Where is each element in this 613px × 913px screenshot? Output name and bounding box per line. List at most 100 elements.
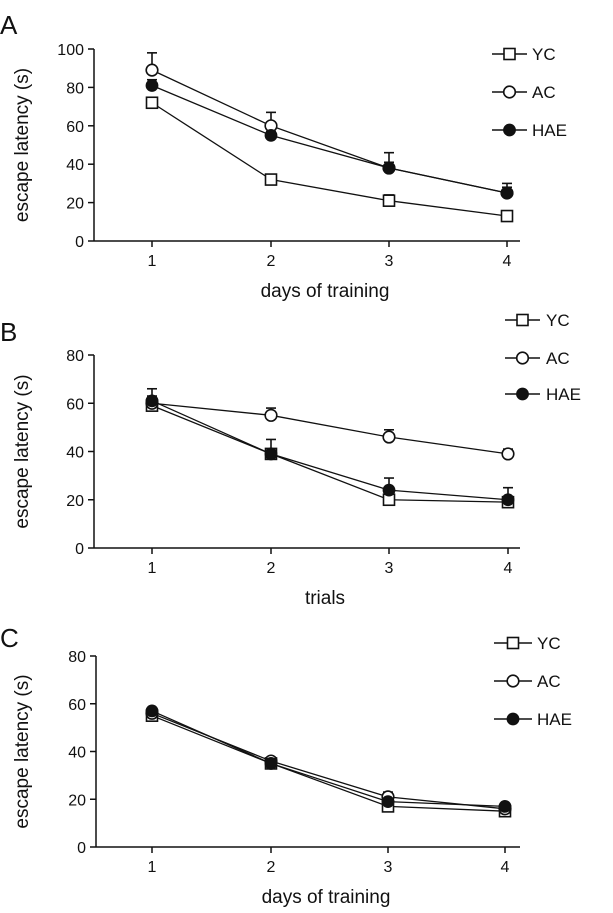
data-point-hae	[145, 394, 159, 408]
x-tick-label: 3	[385, 560, 394, 577]
y-tick-label: 60	[68, 697, 86, 714]
x-tick-label: 2	[267, 253, 276, 270]
data-point-hae	[381, 795, 395, 809]
data-point-hae	[264, 128, 278, 142]
panel-label: B	[0, 317, 17, 347]
panel-label: A	[0, 10, 18, 40]
data-point-hae	[145, 79, 159, 92]
data-point-yc	[264, 173, 278, 186]
data-point-ac	[501, 447, 515, 461]
data-point-hae	[145, 704, 159, 718]
y-tick-label: 80	[66, 348, 84, 365]
series-line-yc	[151, 405, 509, 503]
series-yc	[145, 399, 515, 509]
x-tick-label: 2	[267, 560, 276, 577]
legend-marker-yc	[503, 47, 516, 61]
data-point-hae	[382, 161, 396, 175]
legend: YC AC HAE	[494, 634, 572, 729]
chart-panel-a: A 0 20 40 60 80 100 1 2 3 4 days of training escape …	[0, 10, 567, 302]
x-tick-label: 4	[501, 859, 510, 876]
data-point-hae	[500, 186, 514, 200]
y-tick-label: 100	[57, 42, 84, 59]
legend-marker-ac	[515, 351, 530, 365]
y-tick-label: 20	[68, 792, 86, 809]
series-hae	[145, 78, 514, 200]
legend: YC AC HAE	[492, 45, 567, 140]
legend-label-ac: AC	[546, 349, 570, 368]
legend-label-yc: YC	[546, 311, 570, 330]
series-line-ac	[151, 69, 508, 194]
series-ac	[145, 706, 512, 816]
y-axis-title: escape latency (s)	[12, 68, 33, 222]
chart-panel-b: B 0 20 40 60 80 1 2 3 4 trials escape latency (s) YC…	[0, 311, 581, 609]
x-tick-label: 1	[148, 560, 157, 577]
y-tick-label: 60	[66, 119, 84, 136]
y-tick-label: 0	[77, 840, 86, 857]
data-point-ac	[382, 430, 396, 444]
legend-label-hae: HAE	[546, 385, 581, 404]
series-line-hae	[151, 710, 506, 808]
series-hae	[145, 704, 512, 813]
x-tick-label: 3	[385, 253, 394, 270]
x-tick-label: 4	[503, 253, 512, 270]
legend-marker-yc	[516, 313, 529, 327]
x-tick-label: 2	[267, 859, 276, 876]
legend-label-yc: YC	[537, 634, 561, 653]
x-axis-title: days of training	[262, 887, 391, 908]
legend-marker-hae	[506, 712, 520, 726]
y-tick-label: 40	[66, 445, 84, 462]
x-tick-label: 1	[148, 253, 157, 270]
y-tick-label: 40	[66, 157, 84, 174]
data-point-hae	[264, 757, 278, 770]
data-point-hae	[501, 493, 515, 507]
y-tick-label: 0	[75, 234, 84, 251]
y-tick-label: 80	[68, 649, 86, 666]
data-point-hae	[264, 447, 278, 461]
series-line-ac	[151, 712, 506, 810]
data-point-hae	[498, 800, 512, 813]
data-point-yc	[382, 194, 396, 207]
legend-marker-ac	[506, 674, 520, 688]
series-ac	[145, 395, 515, 461]
y-axis-title: escape latency (s)	[12, 674, 33, 828]
legend-marker-hae	[516, 387, 529, 401]
chart-panel-c: C 0 20 40 60 80 1 2 3 4 days of training escape lat…	[0, 623, 572, 908]
x-axis-title: days of training	[261, 281, 390, 302]
series-ac	[145, 52, 514, 200]
y-tick-label: 40	[68, 745, 86, 762]
series-line-yc	[151, 715, 506, 812]
y-tick-label: 80	[66, 80, 84, 97]
legend-label-hae: HAE	[532, 121, 567, 140]
panel-label: C	[0, 623, 19, 653]
y-axis-title: escape latency (s)	[12, 374, 33, 528]
series-hae	[145, 387, 515, 507]
data-point-hae	[382, 483, 396, 497]
legend-marker-yc	[506, 636, 520, 650]
x-tick-label: 1	[148, 859, 157, 876]
series-line-yc	[151, 102, 508, 217]
x-tick-label: 4	[504, 560, 513, 577]
y-tick-label: 0	[75, 541, 84, 558]
data-point-ac	[145, 63, 159, 77]
legend-marker-ac	[502, 85, 517, 99]
series-line-hae	[151, 84, 508, 194]
data-point-yc	[145, 96, 159, 110]
y-tick-label: 20	[66, 493, 84, 510]
series-line-ac	[151, 402, 509, 455]
data-point-ac	[264, 408, 278, 422]
y-tick-label: 20	[66, 196, 84, 213]
series-yc	[145, 709, 512, 818]
legend-label-hae: HAE	[537, 710, 572, 729]
x-tick-label: 3	[384, 859, 393, 876]
legend-label-yc: YC	[532, 45, 556, 64]
legend-label-ac: AC	[532, 83, 556, 102]
x-axis-title: trials	[305, 588, 345, 609]
legend-marker-hae	[503, 123, 516, 137]
y-tick-label: 60	[66, 396, 84, 413]
legend: YC AC HAE	[505, 311, 581, 404]
legend-label-ac: AC	[537, 672, 561, 691]
series-yc	[145, 96, 514, 223]
data-point-yc	[500, 209, 514, 223]
series-line-hae	[151, 400, 509, 501]
